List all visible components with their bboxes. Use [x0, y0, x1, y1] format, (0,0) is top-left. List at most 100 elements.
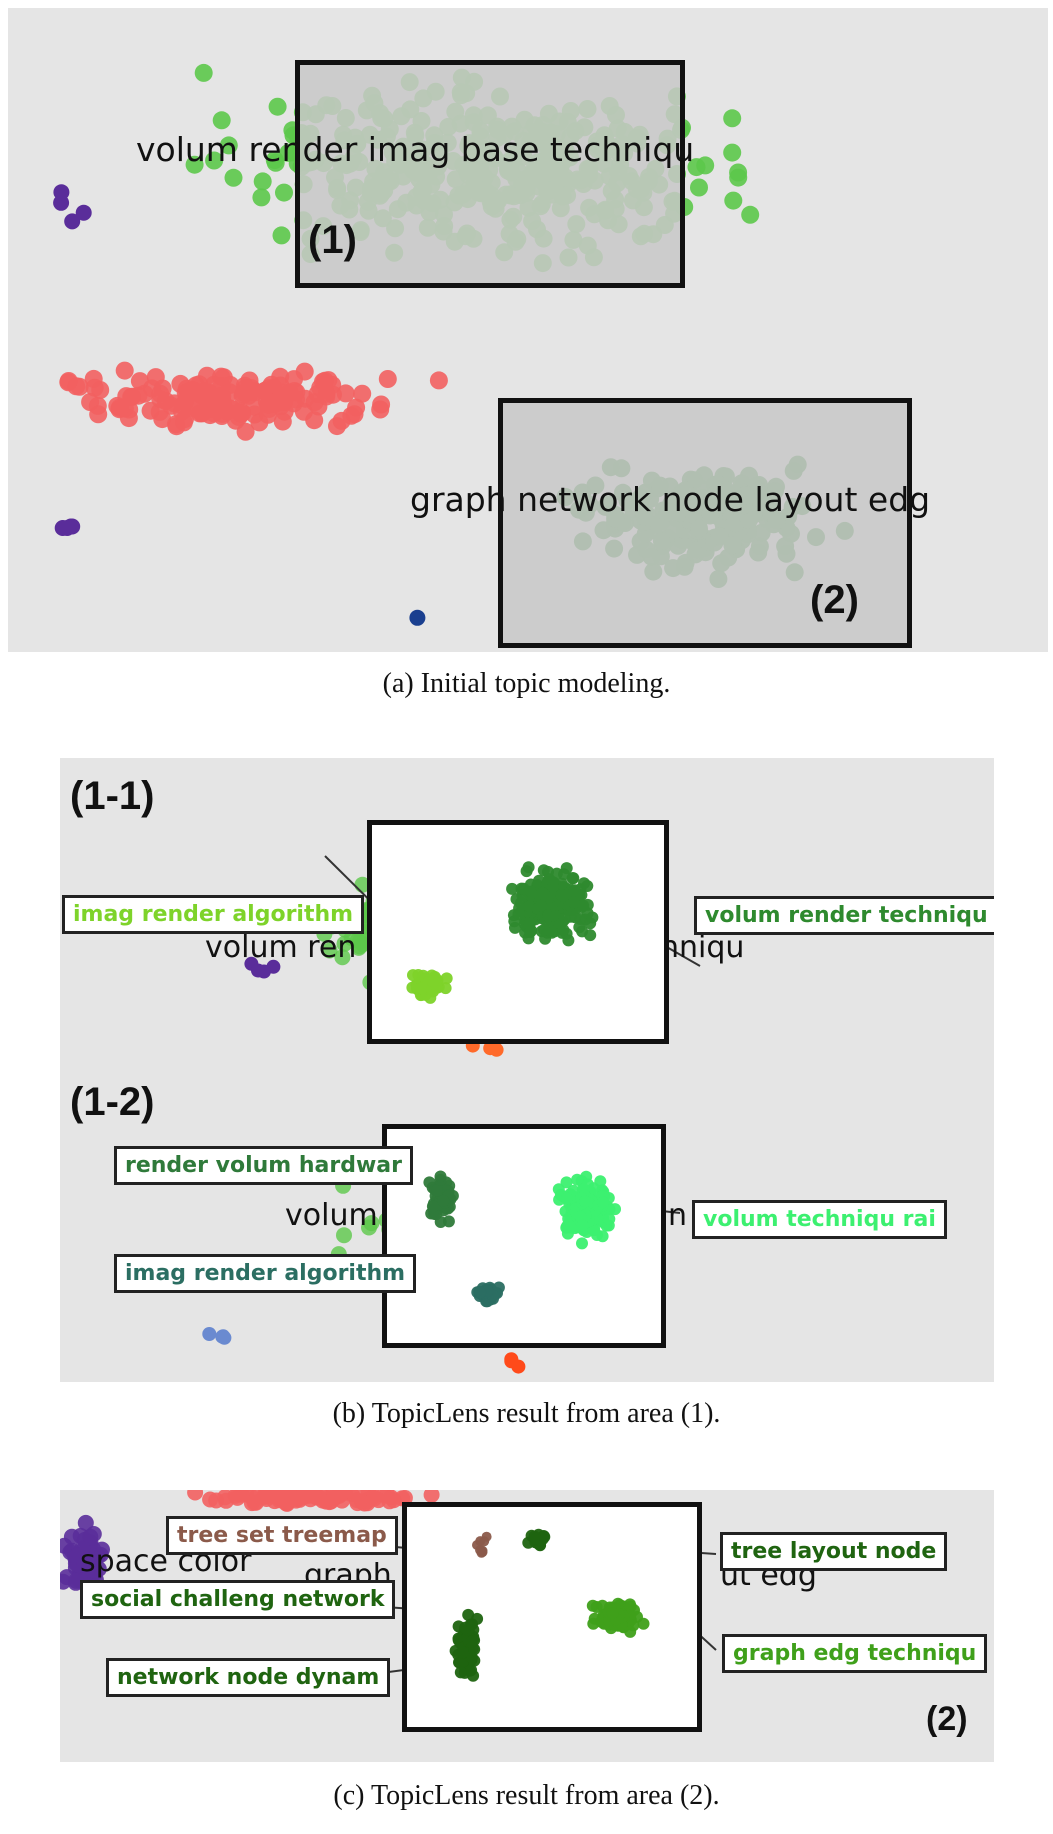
lens-point-volum-techniqu — [560, 1176, 573, 1189]
topic-point-red — [242, 379, 261, 398]
topic-point-red — [309, 397, 328, 416]
topic-point-purple — [64, 213, 81, 230]
sub-1-2-bg-text: volum — [285, 1198, 378, 1233]
lens-point-volum-render — [512, 908, 525, 921]
topic-point-red-bg — [278, 1495, 295, 1512]
tag-volum-render-techniqu[interactable]: volum render techniqu — [694, 896, 994, 935]
lens-point-volum-render — [520, 865, 533, 878]
lens-point-volum-render — [546, 880, 559, 893]
lens-point-volum-techniqu — [596, 1230, 609, 1243]
lens-point-volum-techniqu — [576, 1219, 589, 1232]
tag-graph-edg-techniqu[interactable]: graph edg techniqu — [722, 1634, 988, 1673]
topic-point-volume-bg — [361, 1219, 377, 1236]
tag-volum-techniqu-rai[interactable]: volum techniqu rai — [692, 1200, 947, 1239]
lens-point-graph-edg — [606, 1607, 619, 1620]
sub-1-1-label: (1-1) — [70, 774, 155, 818]
topic-point-volume — [212, 111, 231, 130]
topic-point-red-bg — [268, 1490, 285, 1501]
lens-point-volum-render — [562, 934, 575, 947]
topic-point-purple-bg — [60, 1537, 73, 1554]
lens-point-volum-render — [584, 929, 597, 942]
lens-point-imag-render — [440, 972, 453, 985]
sub-1-2-bg-text-right: n — [668, 1198, 688, 1233]
tag-imag-render-algorithm-1[interactable]: imag render algorithm — [62, 895, 365, 934]
lens-point-tree-layout — [528, 1530, 541, 1543]
tag-tree-layout-node[interactable]: tree layout node — [720, 1532, 948, 1571]
topic-point-volume-bg — [336, 1227, 352, 1244]
topic-point-red — [115, 361, 134, 380]
lens-point-volum-techniqu — [587, 1182, 600, 1195]
topic-point-volume — [275, 183, 293, 202]
lens-1-1-scatter — [406, 861, 599, 1004]
lens-point-volum-render — [542, 865, 554, 878]
tag-network-node-dynam[interactable]: network node dynam — [106, 1658, 391, 1697]
sub-1-1-bg-text-right: hniqu — [660, 930, 745, 965]
lens-point-volum-render — [506, 882, 519, 895]
caption-c: (c) TopicLens result from area (2). — [333, 1780, 720, 1811]
topic-point-red-bg — [233, 1490, 250, 1503]
lens-point-imag-render — [492, 1281, 505, 1294]
lens-point-volum-techniqu — [560, 1192, 573, 1205]
topic-point-red — [212, 407, 231, 425]
topic-label-volume-render: volum render imag base techniqu — [136, 130, 695, 169]
topic-point-volume — [252, 188, 271, 207]
topic-point-red — [285, 370, 303, 389]
lens-point-volum-render — [581, 880, 594, 892]
sub-1-1-bg-text: volum ren — [205, 930, 357, 965]
topic-point-volume — [723, 109, 742, 128]
topic-point-red — [212, 367, 231, 386]
lens-point-render-hardwar — [434, 1170, 447, 1183]
tag-render-volum-hardwar[interactable]: render volum hardwar — [114, 1146, 413, 1185]
topic-point-volume-bg — [321, 942, 338, 959]
topic-point-blue — [202, 1327, 217, 1341]
lens-point-tree-set — [475, 1536, 486, 1547]
lens-2[interactable] — [402, 1502, 702, 1732]
lens-point-volum-render — [560, 862, 573, 875]
topic-point-volume-bg — [334, 949, 351, 966]
lens-point-imag-render — [416, 982, 429, 995]
topic-point-red — [378, 370, 397, 388]
topic-point-red-bg — [354, 1493, 370, 1510]
tag-tree-set-treemap[interactable]: tree set treemap — [166, 1516, 398, 1555]
lens-point-imag-render — [439, 982, 452, 995]
topic-point-red — [429, 371, 448, 390]
topic-point-volume — [224, 168, 243, 187]
tag-imag-render-algorithm-2[interactable]: imag render algorithm — [114, 1254, 417, 1293]
topic-point-volume — [205, 151, 224, 170]
lens-point-volum-techniqu — [603, 1213, 616, 1225]
topic-point-red-bg — [208, 1492, 225, 1509]
topic-point-red-bg — [423, 1490, 440, 1503]
lens-point-graph-edg — [587, 1617, 600, 1630]
lens-1-1[interactable] — [367, 820, 669, 1044]
topic-point-volume — [266, 153, 285, 172]
topic-point-red — [245, 405, 264, 424]
lens-point-render-hardwar — [434, 1216, 447, 1228]
tag-social-challeng-network[interactable]: social challeng network — [80, 1580, 396, 1619]
topic-point-red — [353, 384, 372, 403]
topic-point-red — [81, 393, 100, 411]
caption-a: (a) Initial topic modeling. — [382, 668, 671, 699]
lens-point-volum-techniqu — [609, 1203, 621, 1216]
topic-point-red-bg — [291, 1491, 308, 1508]
lens-point-volum-render — [524, 885, 537, 898]
lens-1-2[interactable] — [382, 1124, 666, 1348]
lens-point-imag-render — [406, 981, 419, 994]
area-1-box[interactable] — [295, 60, 685, 288]
lens-point-graph-edg — [590, 1601, 603, 1613]
topic-point-red-bg — [396, 1490, 413, 1506]
topic-point-volume — [219, 136, 238, 155]
panel-c-area-label: (2) — [926, 1700, 968, 1738]
topic-point-volume — [741, 205, 760, 224]
area-2-box[interactable] — [498, 398, 912, 648]
panel-c-topiclens-area-2: space color graph ut edg tree set treema… — [60, 1490, 994, 1762]
topic-point-volume — [185, 155, 204, 174]
topic-point-red — [328, 417, 346, 436]
topic-point-red — [260, 394, 279, 413]
lens-1-2-scatter — [423, 1170, 621, 1308]
topic-point-red — [177, 379, 196, 398]
topic-point-red — [146, 368, 165, 387]
lens-point-volum-render — [567, 896, 580, 909]
panel-b-topiclens-area-1: (1-1) volum ren hniqu imag render algori… — [60, 758, 994, 1382]
topic-point-purple — [59, 520, 76, 536]
lens-point-volum-techniqu — [579, 1195, 592, 1208]
